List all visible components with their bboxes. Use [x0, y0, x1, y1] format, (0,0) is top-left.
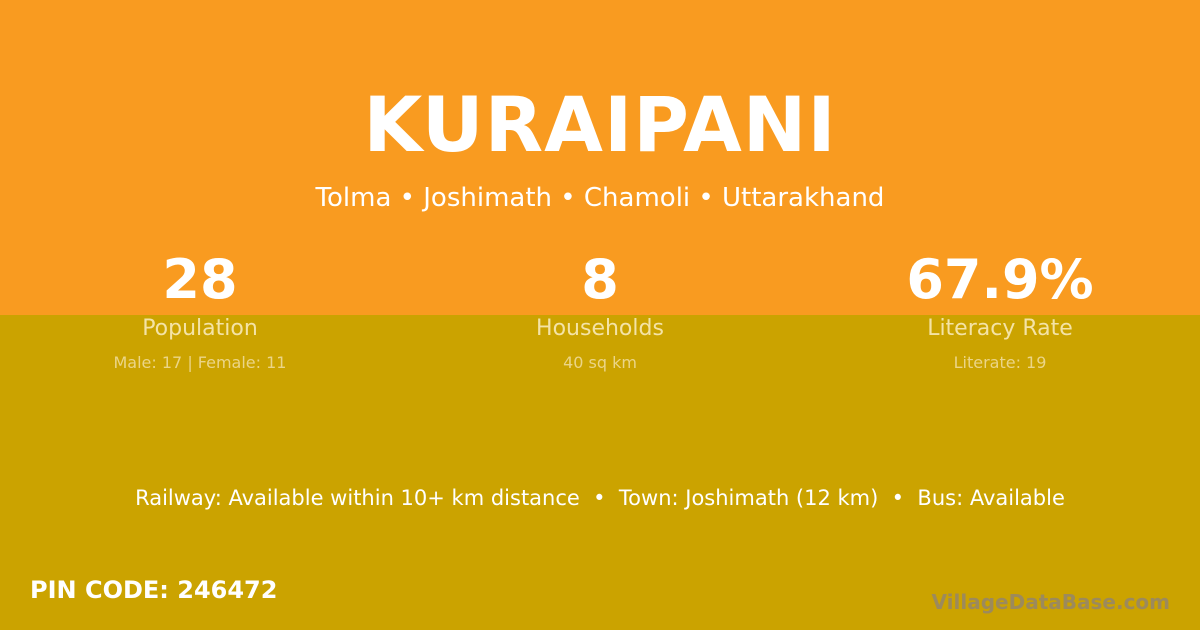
stat-population: 28 Population Male: 17 | Female: 11	[0, 248, 400, 372]
stat-detail: Male: 17 | Female: 11	[113, 353, 287, 372]
stat-value: 67.9%	[906, 248, 1094, 311]
brand-watermark: VillageDataBase.com	[931, 590, 1170, 614]
header-band	[0, 0, 1200, 315]
stat-label: Literacy Rate	[927, 316, 1073, 341]
connectivity-info: Railway: Available within 10+ km distanc…	[135, 486, 1065, 510]
stat-label: Households	[536, 316, 664, 341]
location-breadcrumb: Tolma • Joshimath • Chamoli • Uttarakhan…	[315, 183, 885, 213]
stat-detail: Literate: 19	[953, 353, 1047, 372]
stat-value: 28	[162, 248, 238, 311]
stat-detail: 40 sq km	[563, 353, 637, 372]
footer-band	[0, 315, 1200, 630]
pin-code: PIN CODE: 246472	[30, 576, 278, 604]
village-name: KURAIPANI	[363, 80, 837, 169]
stat-literacy: 67.9% Literacy Rate Literate: 19	[800, 248, 1200, 372]
stat-households: 8 Households 40 sq km	[400, 248, 800, 372]
stat-label: Population	[142, 316, 258, 341]
stat-value: 8	[581, 248, 619, 311]
